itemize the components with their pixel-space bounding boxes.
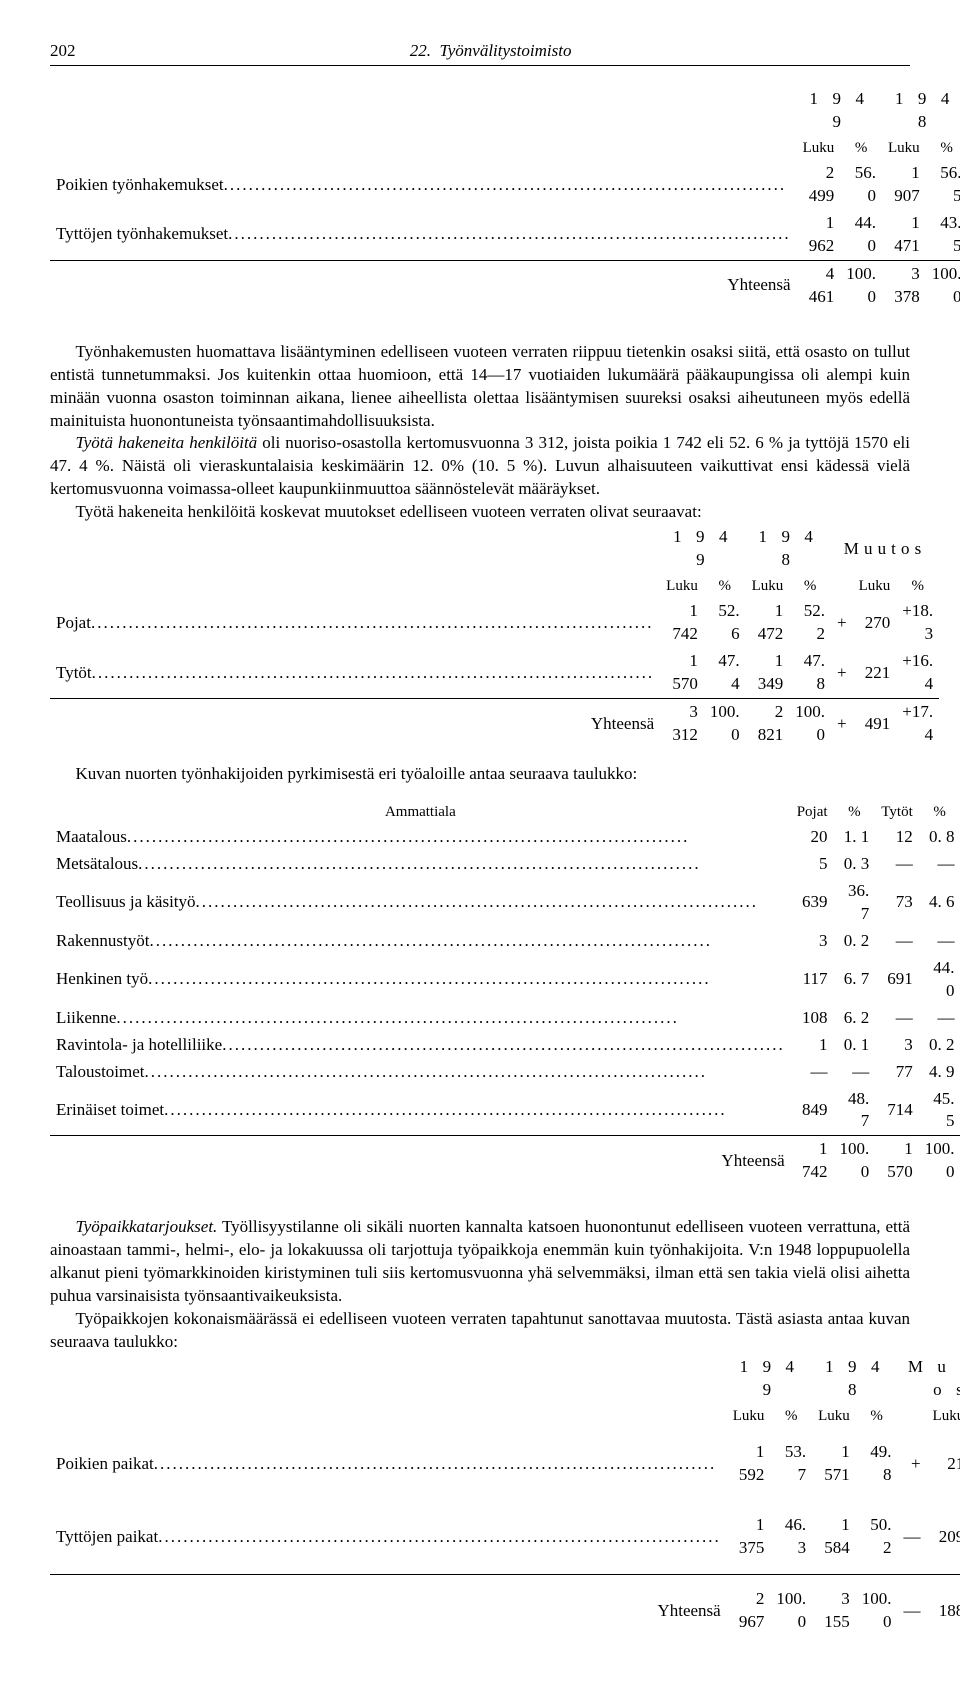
jobs-table: 1 9 4 9 1 9 4 8 M u u t o s Luku% Luku% …	[50, 1354, 960, 1648]
table-row: Taloustoimet——774. 9772. 3	[50, 1059, 960, 1086]
applications-table: 1 9 4 9 1 9 4 8 M u u t o s Luku% Luku% …	[50, 86, 960, 311]
table-row: Metsätalous50. 3——50. 1	[50, 851, 960, 878]
paragraph-5: Työpaikkatarjoukset. Työllisyystilanne o…	[50, 1216, 910, 1354]
table-row: Rakennustyöt30. 2——30. 1	[50, 928, 960, 955]
paragraph-4: Kuvan nuorten työnhakijoiden pyrkimisest…	[50, 763, 910, 786]
table-row: Teollisuus ja käsityö63936. 7734. 671221…	[50, 878, 960, 928]
table-row: Liikenne1086. 2——1083. 3	[50, 1005, 960, 1032]
table-row: Pojat1 74252. 61 47252. 2+270+18. 3	[50, 598, 939, 648]
table-row: Poikien työnhakemukset2 49956. 01 90756.…	[50, 160, 960, 210]
table-row: Maatalous201. 1120. 8321. 0	[50, 824, 960, 851]
persons-table: 1 9 4 9 1 9 4 8 Muutos Luku% Luku% Luku%…	[50, 524, 939, 749]
table-row: Tyttöjen työnhakemukset1 96244. 01 47143…	[50, 210, 960, 260]
table-row: Ravintola- ja hotelliliike10. 130. 240. …	[50, 1032, 960, 1059]
page-header: 202 22. Työnvälitystoimisto	[50, 40, 910, 66]
table-row: Erinäiset toimet84948. 771445. 51 56347.…	[50, 1086, 960, 1136]
table-row: Tytöt1 57047. 41 34947. 8+221+16. 4	[50, 648, 939, 698]
table-row: Poikien paikat1 59253. 71 57149. 8+21+ 1…	[50, 1428, 960, 1501]
table-row: Tyttöjen paikat1 37546. 31 58450. 2—209—…	[50, 1501, 960, 1574]
page-number: 202	[50, 40, 76, 63]
paragraph-1: Työnhakemusten huomattava lisääntyminen …	[50, 341, 910, 525]
chapter-title: 22. Työnvälitystoimisto	[410, 40, 572, 63]
occupations-table: Ammattiala Pojat% Tytöt% Yhteensä% Maata…	[50, 800, 960, 1186]
table-row: Henkinen työ1176. 769144. 080824. 4	[50, 955, 960, 1005]
